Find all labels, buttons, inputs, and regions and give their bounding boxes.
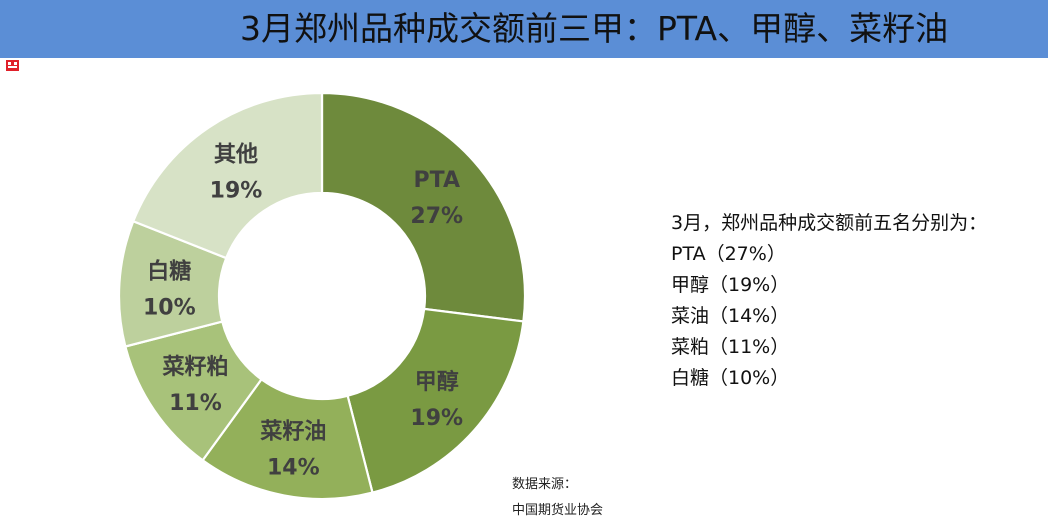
source-value: 中国期货业协会	[512, 503, 604, 518]
donut-slice	[131, 91, 324, 260]
slice-category-label: 其他	[214, 142, 258, 167]
slice-category-label: 白糖	[147, 258, 191, 284]
summary-text: 3月，郑州品种成交额前五名分别为： PTA（27%） 甲醇（19%） 菜油（14…	[671, 208, 987, 394]
donut-slice	[346, 307, 525, 494]
slice-category-label: PTA	[414, 168, 460, 193]
summary-item: 白糖（10%）	[671, 367, 790, 389]
logo-icon	[6, 60, 19, 71]
slice-percent-label: 19%	[410, 406, 463, 431]
summary-item: PTA（27%）	[671, 243, 786, 265]
slice-percent-label: 11%	[169, 391, 222, 416]
donut-slice	[320, 91, 527, 323]
slice-percent-label: 27%	[410, 204, 463, 229]
donut-slice	[201, 377, 374, 501]
slice-category-label: 菜籽粕	[161, 354, 228, 380]
slice-percent-label: 10%	[143, 295, 196, 320]
page-title: 3月郑州品种成交额前三甲：PTA、甲醇、菜籽油	[240, 9, 949, 48]
slice-category-label: 菜籽油	[259, 418, 326, 444]
summary-item: 菜油（14%）	[671, 305, 790, 327]
source-note: 数据来源： 中国期货业协会	[512, 472, 603, 524]
summary-item: 甲醇（19%）	[671, 274, 790, 296]
summary-item: 菜粕（11%）	[671, 336, 790, 358]
slice-percent-label: 14%	[267, 455, 320, 480]
source-label: 数据来源：	[512, 477, 578, 492]
summary-heading: 3月，郑州品种成交额前五名分别为：	[671, 212, 988, 234]
title-bar	[0, 0, 1048, 58]
slice-category-label: 甲醇	[415, 369, 459, 395]
slice-percent-label: 19%	[210, 178, 263, 203]
